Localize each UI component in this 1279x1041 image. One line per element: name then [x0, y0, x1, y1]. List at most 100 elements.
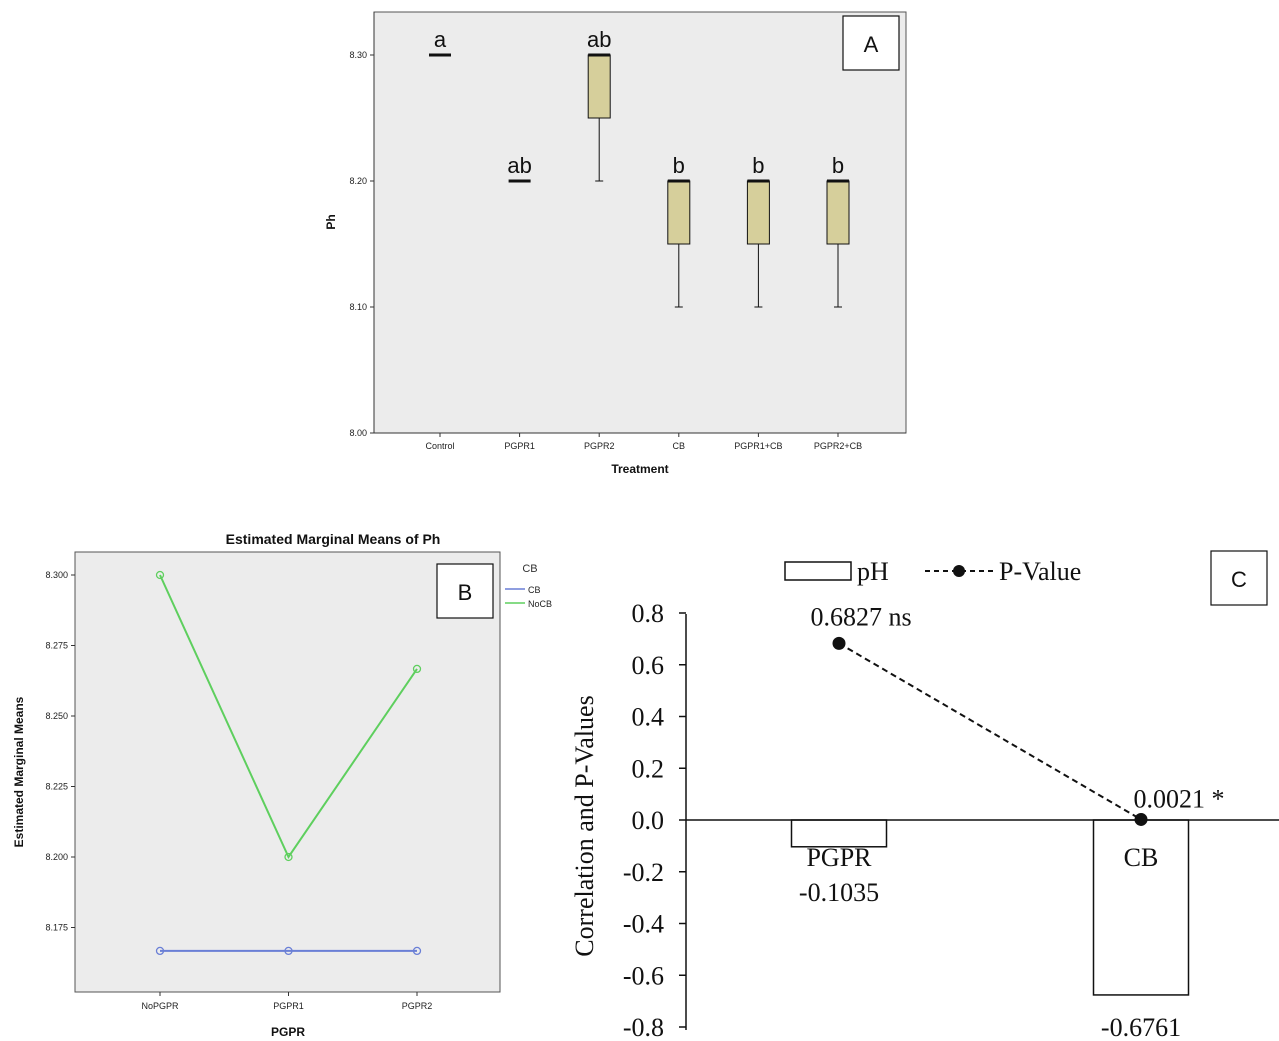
- panel-c-bar-value-label: -0.1035: [799, 878, 879, 907]
- panel-a-x-ticks: Control PGPR1 PGPR2 CB PGPR1+CB PGPR2+CB: [425, 433, 862, 451]
- panel-c-y-tick-label: -0.4: [623, 910, 664, 939]
- panel-c-pvalue-point: [1134, 812, 1148, 826]
- panel-c-y-tick-label: 0.2: [632, 754, 665, 783]
- panel-c-pvalue-series: 0.6827 ns 0.0021 *: [810, 602, 1225, 826]
- panel-a-box-4: b: [667, 153, 691, 308]
- panel-a-iqr-box: [826, 180, 850, 245]
- panel-b-series-cb: [155, 946, 422, 956]
- panel-b-line-chart: Estimated Marginal Means of Ph 8.175 8.20…: [12, 531, 552, 1039]
- panel-a-boxes: a ab ab b b b: [429, 27, 850, 308]
- panel-a-y-tick-label: 8.00: [349, 428, 367, 438]
- panel-c-legend: pH P-Value: [784, 557, 1081, 586]
- panel-c-y-axis-title: Correlation and P-Values: [570, 695, 599, 956]
- panel-c-y-tick-label: 0.0: [632, 806, 665, 835]
- panel-b-y-tick-label: 8.275: [45, 641, 68, 651]
- panel-b-y-axis-title: Estimated Marginal Means: [12, 696, 26, 847]
- panel-c-label: C: [1231, 567, 1247, 592]
- panel-b-y-tick-label: 8.300: [45, 570, 68, 580]
- panel-a-label-box: [842, 15, 900, 71]
- panel-a-group-letter: b: [752, 153, 764, 178]
- panel-a-x-tick-label: PGPR1+CB: [734, 441, 782, 451]
- panel-c-category-label: CB: [1124, 843, 1159, 872]
- panel-b-x-tick-label: NoPGPR: [141, 1001, 179, 1011]
- panel-b-y-tick-label: 8.250: [45, 711, 68, 721]
- panel-b-line: [159, 574, 418, 860]
- panel-c-pvalue-label: 0.0021 *: [1134, 784, 1225, 813]
- panel-b-point: [412, 664, 422, 674]
- panel-a-box-1: a: [429, 27, 451, 57]
- panel-c-legend-bar-swatch: [784, 561, 852, 581]
- panel-b-plot-area: [74, 551, 501, 993]
- panel-c-y-tick-label: -0.8: [623, 1013, 664, 1041]
- panel-a-x-tick-label: PGPR1: [504, 441, 535, 451]
- panel-a-x-tick-label: PGPR2: [584, 441, 615, 451]
- panel-a-box-5: b: [746, 153, 770, 308]
- panel-a-y-tick-label: 8.20: [349, 176, 367, 186]
- panel-a-group-letter: a: [434, 27, 447, 52]
- panel-b-legend-title: CB: [522, 563, 537, 575]
- panel-b-x-axis-title: PGPR: [271, 1025, 305, 1039]
- panel-a-plot-area: [373, 11, 907, 434]
- panel-a-group-letter: ab: [507, 153, 531, 178]
- panel-a-iqr-box: [667, 180, 691, 245]
- panel-b-legend-label: NoCB: [528, 599, 552, 609]
- panel-b-legend: CB CB NoCB: [505, 563, 552, 609]
- panel-b-point: [284, 852, 293, 862]
- panel-b-legend-items: CB NoCB: [505, 585, 552, 609]
- panel-b-title: Estimated Marginal Means of Ph: [226, 531, 441, 547]
- panel-a-iqr-box: [587, 54, 611, 119]
- panel-b-y-tick-label: 8.225: [45, 782, 68, 792]
- panel-c-y-ticks: 0.8 0.6 0.4 0.2 0.0 -0.2 -0.4 -0.6 -0.8: [623, 599, 686, 1041]
- panel-a-x-axis-title: Treatment: [611, 462, 668, 476]
- panel-c-y-tick-label: 0.4: [632, 703, 665, 732]
- panel-b-point: [412, 946, 422, 956]
- panel-c-pvalue-line: [838, 642, 1142, 821]
- panel-a-box-3: ab: [587, 27, 611, 182]
- panel-c-pvalue-point: [832, 636, 846, 650]
- panel-b-label-box: [436, 563, 494, 619]
- panel-c-bar-line-chart: 0.8 0.6 0.4 0.2 0.0 -0.2 -0.4 -0.6 -0.8 PGPR CB -0…: [570, 550, 1279, 1041]
- panel-b-y-tick-label: 8.200: [45, 852, 68, 862]
- panel-a-x-tick-label: PGPR2+CB: [814, 441, 862, 451]
- panel-c-legend-line-marker: [953, 565, 965, 577]
- panel-c-y-tick-label: 0.8: [632, 599, 665, 628]
- panel-a-box-6: b: [826, 153, 850, 308]
- panel-a-y-tick-label: 8.10: [349, 302, 367, 312]
- panel-a-y-axis-title: Ph: [324, 214, 338, 229]
- panel-a-x-tick-label: CB: [673, 441, 686, 451]
- panel-a-label: A: [864, 32, 879, 57]
- panel-c-bar-pgpr: [790, 819, 888, 848]
- panel-b-point: [155, 946, 165, 956]
- panel-b-y-tick-label: 8.175: [45, 923, 68, 933]
- panel-b-label: B: [458, 580, 473, 605]
- panel-a-group-letter: ab: [587, 27, 611, 52]
- panel-c-y-tick-label: -0.6: [623, 961, 664, 990]
- panel-a-y-tick-label: 8.30: [349, 50, 367, 60]
- panel-a-x-tick-label: Control: [425, 441, 454, 451]
- panel-c-y-tick-label: -0.2: [623, 858, 664, 887]
- panel-c-category-label: PGPR: [806, 843, 872, 872]
- panel-b-point: [284, 946, 293, 956]
- panel-c-bar-cb: [1092, 819, 1190, 996]
- panel-c-pvalue-label: 0.6827 ns: [810, 602, 911, 631]
- panel-b-legend-label: CB: [528, 585, 541, 595]
- panel-b-series-nocb: [155, 570, 422, 862]
- panel-c-legend-bar-label: pH: [857, 557, 889, 586]
- panel-a-group-letter: b: [673, 153, 685, 178]
- panel-a-group-letter: b: [832, 153, 844, 178]
- panel-a-box-2: ab: [507, 153, 532, 183]
- panel-c-label-box: [1210, 550, 1268, 606]
- panel-b-point: [155, 570, 165, 580]
- panel-a-box-chart: 8.00 8.10 8.20 8.30 Control PGPR1 PGPR2 CB PGPR…: [324, 11, 907, 476]
- panel-b-x-tick-label: PGPR1: [273, 1001, 304, 1011]
- panel-b-series: [155, 570, 422, 956]
- panel-a-y-ticks: 8.00 8.10 8.20 8.30: [349, 50, 374, 438]
- panel-c-bar-value-label: -0.6761: [1101, 1013, 1181, 1041]
- panel-b-y-ticks: 8.175 8.200 8.225 8.250 8.275 8.300: [45, 570, 75, 933]
- panel-c-legend-line-label: P-Value: [999, 557, 1081, 586]
- panel-b-x-ticks: NoPGPR PGPR1 PGPR2: [141, 992, 432, 1011]
- panel-c-y-tick-label: 0.6: [632, 651, 665, 680]
- panel-c-bars: PGPR CB -0.1035 -0.6761: [790, 819, 1190, 1041]
- panel-a-iqr-box: [746, 180, 770, 245]
